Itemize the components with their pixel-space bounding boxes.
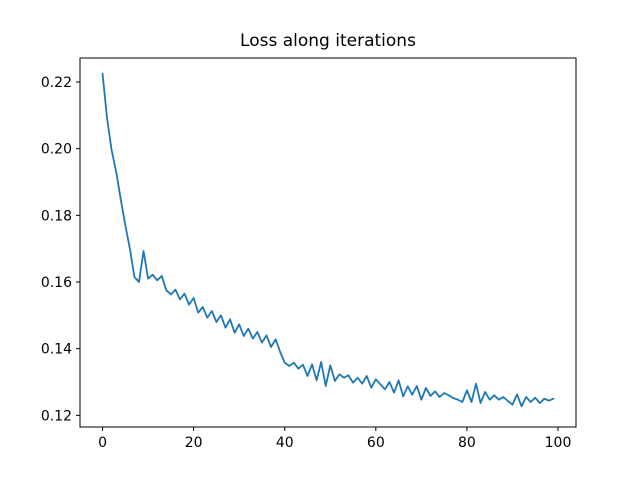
x-tick-label: 0 bbox=[98, 435, 107, 451]
axes-spines bbox=[79, 57, 577, 428]
x-tick-label: 20 bbox=[185, 435, 203, 451]
y-tick-label: 0.22 bbox=[41, 75, 72, 91]
plot-area bbox=[101, 72, 555, 408]
y-tick-label: 0.16 bbox=[41, 275, 72, 291]
axis-ticks: 0 20 40 60 80 100 0.12 0.14 0.16 0.18 0.20 0.22 bbox=[41, 75, 572, 451]
x-tick-label: 80 bbox=[458, 435, 476, 451]
x-tick-label: 40 bbox=[276, 435, 294, 451]
chart-title: Loss along iterations bbox=[240, 31, 416, 51]
x-tick-label: 60 bbox=[367, 435, 385, 451]
x-tick-label: 100 bbox=[545, 435, 572, 451]
y-tick-label: 0.14 bbox=[41, 342, 72, 358]
y-tick-label: 0.18 bbox=[41, 208, 72, 224]
loss-curve bbox=[101, 72, 555, 408]
y-tick-label: 0.20 bbox=[41, 142, 72, 158]
y-tick-label: 0.12 bbox=[41, 408, 72, 424]
